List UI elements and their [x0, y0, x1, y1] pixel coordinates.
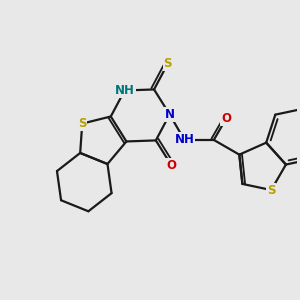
Text: S: S	[164, 57, 172, 70]
Text: O: O	[167, 159, 176, 172]
Text: S: S	[267, 184, 275, 196]
Text: O: O	[221, 112, 231, 125]
Text: NH: NH	[115, 84, 135, 97]
Text: N: N	[165, 108, 175, 121]
Text: NH: NH	[174, 134, 194, 146]
Text: S: S	[78, 117, 86, 130]
